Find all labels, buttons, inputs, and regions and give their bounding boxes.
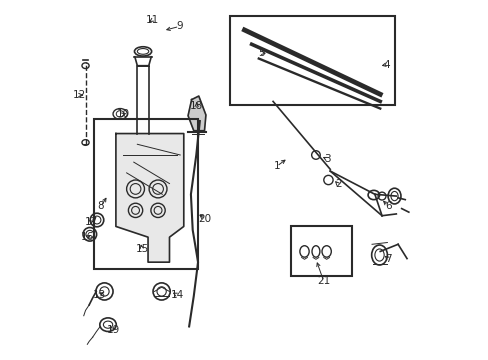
Bar [230, 16, 394, 105]
Text: 18: 18 [190, 102, 203, 111]
Bar [94, 119, 198, 269]
Text: 1: 1 [273, 161, 280, 171]
Text: 16: 16 [81, 232, 94, 242]
Text: 20: 20 [198, 214, 211, 224]
Text: 15: 15 [135, 244, 148, 254]
Text: 7: 7 [384, 253, 390, 264]
Bar [290, 226, 351, 276]
Text: 2: 2 [334, 179, 341, 189]
Text: 4: 4 [382, 60, 389, 69]
Text: 9: 9 [176, 21, 183, 31]
Text: 13: 13 [92, 290, 105, 300]
Text: 3: 3 [324, 154, 330, 164]
Text: 6: 6 [384, 201, 390, 211]
Text: 5: 5 [258, 48, 264, 58]
Text: 12: 12 [73, 90, 86, 100]
Polygon shape [188, 96, 205, 131]
Text: 8: 8 [98, 202, 104, 211]
Text: 14: 14 [170, 290, 183, 300]
Text: 11: 11 [145, 15, 159, 25]
Text: 10: 10 [116, 109, 129, 119]
Text: 21: 21 [317, 276, 330, 287]
Text: 17: 17 [84, 217, 98, 227]
Text: 19: 19 [106, 325, 120, 335]
Polygon shape [116, 134, 183, 262]
